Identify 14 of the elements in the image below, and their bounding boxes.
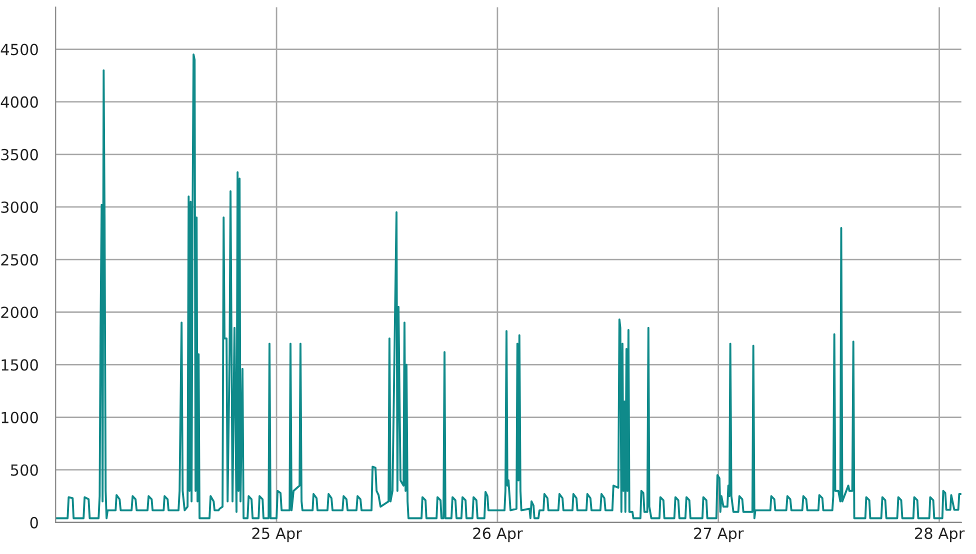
x-tick-label: 28 Apr [915, 528, 965, 542]
y-tick-label: 1000 [2, 412, 38, 424]
y-tick-label: 1500 [2, 359, 38, 371]
x-tick-label: 27 Apr [694, 528, 744, 542]
x-tick-label: 26 Apr [473, 528, 523, 542]
y-tick-label: 4500 [0, 44, 38, 56]
x-tick-label: 25 Apr [252, 528, 302, 542]
y-tick-label: 0 [30, 516, 38, 528]
y-tick-label: 4000 [0, 96, 38, 108]
y-tick-label: 2000 [1, 306, 38, 318]
y-tick-label: 3000 [1, 201, 38, 214]
y-tick-label: 3500 [1, 148, 38, 160]
y-tick-label: 500 [10, 464, 38, 476]
y-tick-label: 2500 [1, 254, 38, 266]
